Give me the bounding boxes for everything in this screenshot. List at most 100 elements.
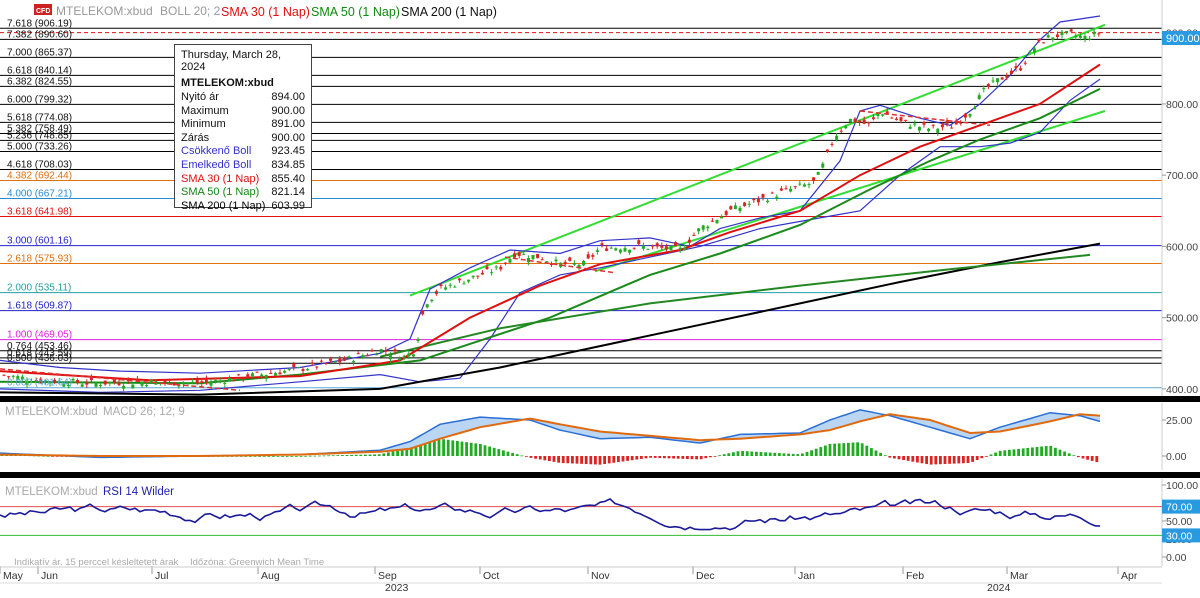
candle-body bbox=[269, 372, 273, 374]
candle-body bbox=[149, 379, 153, 383]
macd-histogram-bar bbox=[299, 455, 303, 457]
candle-body bbox=[237, 374, 241, 376]
macd-histogram-bar bbox=[469, 442, 473, 456]
macd-histogram-bar bbox=[727, 453, 731, 456]
candle-body bbox=[43, 380, 47, 382]
legend-sma200[interactable]: SMA 200 (1 Nap) bbox=[401, 5, 497, 19]
macd-histogram-bar bbox=[46, 455, 50, 457]
macd-histogram-bar bbox=[626, 456, 629, 461]
candle-body bbox=[416, 338, 420, 342]
year-label: 2023 bbox=[385, 582, 409, 593]
moving-averages bbox=[0, 63, 1101, 396]
candle-body bbox=[324, 363, 328, 365]
macd-histogram-bar bbox=[506, 451, 510, 456]
macd-histogram-bar bbox=[690, 456, 694, 460]
dashed-trendline bbox=[0, 368, 241, 392]
candle-body bbox=[522, 253, 526, 255]
sma50-long-line bbox=[379, 253, 1091, 358]
macd-histogram-bar bbox=[350, 454, 353, 456]
candle-body bbox=[968, 114, 972, 117]
month-label: Jan bbox=[798, 570, 815, 582]
pane-separator-rsi[interactable] bbox=[0, 472, 1200, 478]
candle-body bbox=[600, 243, 604, 246]
candle-body bbox=[1069, 29, 1073, 32]
macd-histogram-bar bbox=[598, 456, 602, 465]
macd-histogram-bar bbox=[1021, 448, 1025, 456]
rsi-level-label: 70.00 bbox=[1166, 502, 1192, 514]
macd-histogram-bar bbox=[796, 454, 800, 456]
candle-body bbox=[347, 356, 351, 358]
macd-histogram-bar bbox=[658, 456, 662, 459]
cfd-badge-text: CFD bbox=[36, 8, 50, 15]
pane-separator-macd[interactable] bbox=[0, 396, 1200, 402]
price-tick-label: 800.00 bbox=[1166, 99, 1198, 111]
candle-body bbox=[660, 245, 664, 248]
boll-lower-line bbox=[0, 78, 1101, 394]
macd-histogram-bar bbox=[267, 456, 271, 457]
candle-body bbox=[1019, 68, 1023, 71]
macd-histogram-bar bbox=[456, 440, 459, 456]
candle-body bbox=[894, 118, 898, 120]
candle-body bbox=[867, 121, 871, 124]
candle-body bbox=[996, 78, 1000, 83]
macd-histogram-bar bbox=[842, 443, 846, 456]
macd-histogram-bar bbox=[1026, 447, 1030, 456]
candle-body bbox=[292, 363, 296, 368]
macd-histogram-bar bbox=[410, 446, 413, 456]
macd-histogram-bar bbox=[709, 456, 712, 458]
tooltip-symbol: MTELEKOM:xbud bbox=[181, 77, 274, 89]
cfd-badge bbox=[34, 4, 52, 15]
year-label: 2024 bbox=[987, 582, 1011, 593]
macd-histogram-bar bbox=[520, 455, 524, 457]
candle-body bbox=[628, 249, 632, 253]
candle-body bbox=[1097, 33, 1101, 35]
macd-histogram-bar bbox=[331, 455, 335, 457]
candle-body bbox=[223, 382, 227, 384]
macd-signal-line bbox=[0, 413, 1101, 457]
candle-body bbox=[858, 120, 862, 123]
candle-body bbox=[200, 381, 204, 383]
candlesticks bbox=[2, 28, 1101, 392]
rsi-level-badge bbox=[1162, 528, 1200, 543]
macd-histogram-bar bbox=[304, 455, 307, 457]
candle-body bbox=[724, 211, 728, 215]
rsi-symbol-label: MTELEKOM:xbud bbox=[5, 486, 98, 498]
macd-histogram-bar bbox=[433, 440, 436, 456]
candle-body bbox=[204, 377, 208, 382]
candle-body bbox=[591, 255, 595, 257]
candle-body bbox=[816, 172, 820, 175]
macd-histogram-bar bbox=[902, 456, 905, 461]
candle-body bbox=[490, 272, 494, 274]
legend-sma50[interactable]: SMA 50 (1 Nap) bbox=[311, 5, 400, 19]
candle-body bbox=[743, 202, 747, 207]
candle-body bbox=[1037, 38, 1041, 42]
candle-body bbox=[577, 265, 581, 268]
macd-histogram-bar bbox=[511, 452, 514, 456]
fibonacci-levels bbox=[0, 27, 1162, 389]
candle-body bbox=[651, 245, 655, 247]
candle-body bbox=[246, 374, 250, 378]
fib-label: 1.000 (469.05) bbox=[7, 330, 72, 341]
candle-body bbox=[614, 248, 618, 251]
candle-body bbox=[1051, 37, 1055, 40]
legend-sma30[interactable]: SMA 30 (1 Nap) bbox=[221, 5, 310, 19]
candle-body bbox=[531, 254, 535, 260]
macd-histogram-bar bbox=[736, 451, 740, 456]
macd-histogram-bar bbox=[773, 452, 777, 456]
candle-body bbox=[329, 358, 333, 361]
macd-histogram-bar bbox=[1031, 447, 1034, 456]
macd-histogram-bar bbox=[51, 456, 54, 457]
macd-histogram-bar bbox=[497, 449, 501, 456]
candle-body bbox=[692, 234, 696, 236]
macd-histogram-bar bbox=[704, 456, 708, 459]
macd-histogram-bar bbox=[1086, 456, 1089, 460]
candle-body bbox=[674, 242, 678, 247]
macd-histogram-bar bbox=[354, 454, 358, 456]
price-tick-label: 700.00 bbox=[1166, 170, 1198, 182]
macd-histogram-bar bbox=[594, 456, 597, 465]
macd-histogram-bar bbox=[805, 451, 809, 456]
candle-body bbox=[839, 130, 843, 132]
fib-label: 6.382 (824.55) bbox=[7, 76, 72, 87]
last-price-badge: 900.00 bbox=[1162, 31, 1200, 45]
macd-histogram-bar bbox=[479, 444, 482, 456]
